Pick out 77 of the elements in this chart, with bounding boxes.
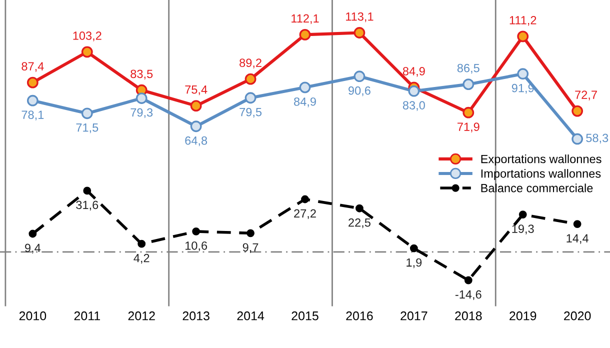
- x-tick-label: 2019: [510, 311, 536, 320]
- data-label: 27,2: [294, 209, 316, 220]
- data-label: 75,4: [185, 86, 208, 96]
- point: [26, 94, 38, 106]
- data-label: 79,5: [240, 108, 262, 118]
- data-label: 4,2: [134, 254, 150, 264]
- x-tick-label: 2017: [400, 311, 428, 320]
- point: [464, 276, 472, 284]
- point: [83, 186, 92, 195]
- point: [572, 133, 584, 145]
- x-tick-label: 2015: [292, 311, 318, 320]
- data-label: 1,9: [406, 258, 422, 268]
- data-label: 113,1: [346, 12, 374, 22]
- data-label: 86,5: [457, 64, 480, 74]
- point: [136, 92, 148, 104]
- x-tick-label: 2018: [455, 311, 482, 320]
- data-label: 72,7: [575, 90, 597, 100]
- data-label: 31,6: [76, 200, 98, 211]
- point: [354, 27, 366, 38]
- point: [138, 240, 146, 248]
- point: [190, 100, 202, 112]
- point: [518, 210, 527, 219]
- point: [573, 220, 582, 228]
- point: [299, 82, 311, 94]
- point: [517, 30, 529, 42]
- data-label: 90,6: [348, 86, 370, 96]
- legend-label: Exportations wallonnes: [481, 154, 602, 166]
- point: [462, 106, 474, 118]
- x-tick-label: 2010: [19, 311, 46, 320]
- x-tick-label: 2014: [237, 311, 264, 320]
- data-label: 64,8: [185, 136, 208, 146]
- x-tick-label: 2012: [128, 311, 155, 320]
- x-tick-label: 2011: [74, 311, 100, 320]
- point: [572, 105, 584, 117]
- legend-label: Balance commerciale: [481, 184, 593, 192]
- point: [301, 195, 309, 204]
- data-label: 71,5: [76, 124, 98, 134]
- data-label: 78,1: [22, 110, 44, 120]
- data-label: 9,7: [242, 243, 258, 253]
- point: [190, 120, 202, 132]
- x-tick-label: 2016: [346, 311, 373, 320]
- data-label: -14,6: [455, 290, 482, 300]
- data-label: 19,3: [512, 224, 534, 234]
- data-label: 79,3: [130, 108, 153, 118]
- point: [81, 46, 93, 58]
- point: [299, 29, 311, 40]
- data-label: 22,5: [348, 218, 370, 228]
- x-tick-label: 2020: [564, 311, 591, 320]
- data-label: 10,6: [185, 241, 208, 252]
- point: [356, 204, 364, 212]
- data-label: 84,9: [402, 67, 425, 77]
- point: [462, 78, 474, 90]
- legend-label: Importations wallonnes: [481, 169, 601, 180]
- data-label: 83,5: [130, 70, 153, 80]
- data-label: 89,2: [240, 58, 262, 68]
- data-label: 58,3: [586, 134, 608, 144]
- data-label: 111,2: [510, 16, 536, 26]
- point: [408, 85, 420, 97]
- data-label: 103,2: [73, 32, 102, 42]
- point: [354, 70, 366, 82]
- point: [28, 230, 37, 238]
- x-tick-label: 2013: [182, 311, 210, 320]
- point: [410, 244, 418, 252]
- point: [246, 229, 254, 238]
- data-label: 84,9: [294, 97, 316, 108]
- data-label: 83,0: [402, 101, 425, 111]
- point: [192, 227, 200, 236]
- point: [26, 76, 38, 88]
- point: [244, 92, 256, 104]
- data-label: 14,4: [566, 234, 588, 244]
- point: [81, 108, 93, 120]
- data-label: 71,9: [458, 122, 480, 132]
- point: [517, 68, 529, 80]
- data-label: 9,4: [25, 244, 41, 254]
- data-label: 87,4: [22, 62, 44, 72]
- point: [244, 73, 256, 85]
- data-label: 112,1: [292, 14, 319, 24]
